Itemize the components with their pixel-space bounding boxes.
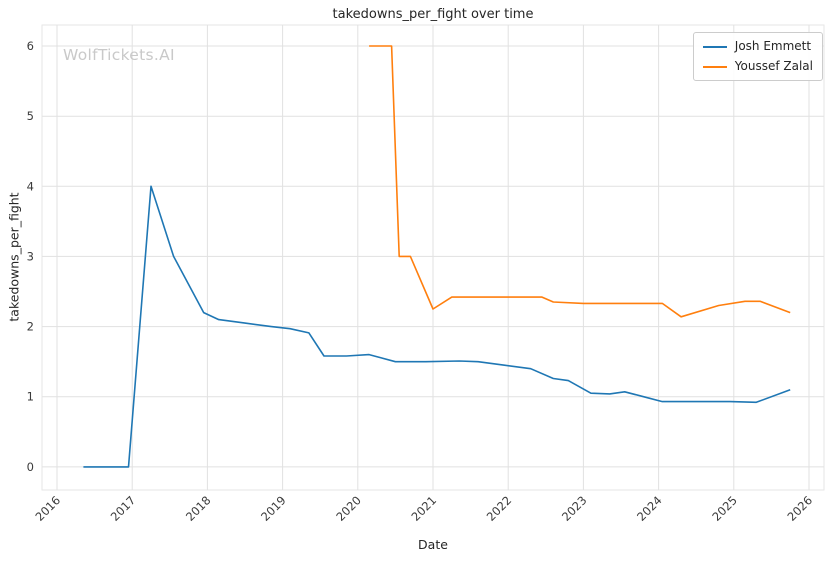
svg-text:2026: 2026 — [785, 493, 816, 524]
svg-text:2018: 2018 — [183, 493, 214, 524]
svg-text:2017: 2017 — [108, 493, 139, 524]
y-axis-label: takedowns_per_fight — [6, 192, 22, 322]
svg-text:0: 0 — [27, 460, 34, 474]
svg-text:6: 6 — [27, 39, 34, 53]
svg-text:2021: 2021 — [409, 493, 440, 524]
legend-label: Josh Emmett — [734, 39, 812, 53]
legend-swatch — [702, 45, 727, 48]
legend-item-josh-emmett: Josh Emmett — [702, 39, 813, 54]
legend-label: Youssef Zalal — [734, 59, 813, 73]
chart-title: takedowns_per_fight over time — [332, 7, 534, 22]
legend: Josh Emmett Youssef Zalal — [692, 32, 823, 81]
svg-text:2: 2 — [27, 320, 34, 334]
svg-text:4: 4 — [27, 179, 34, 193]
svg-text:2020: 2020 — [333, 493, 364, 524]
svg-text:1: 1 — [27, 390, 34, 404]
svg-text:2022: 2022 — [484, 493, 515, 524]
svg-text:5: 5 — [27, 109, 34, 123]
svg-text:2019: 2019 — [258, 493, 289, 524]
x-axis-label: Date — [418, 537, 448, 552]
svg-text:2016: 2016 — [33, 493, 64, 524]
svg-text:3: 3 — [27, 249, 34, 263]
svg-text:2024: 2024 — [634, 493, 665, 524]
svg-text:2023: 2023 — [559, 493, 590, 524]
svg-text:2025: 2025 — [709, 493, 740, 524]
legend-swatch — [702, 65, 727, 68]
watermark: WolfTickets.AI — [63, 46, 175, 64]
legend-item-youssef-zalal: Youssef Zalal — [702, 59, 813, 74]
